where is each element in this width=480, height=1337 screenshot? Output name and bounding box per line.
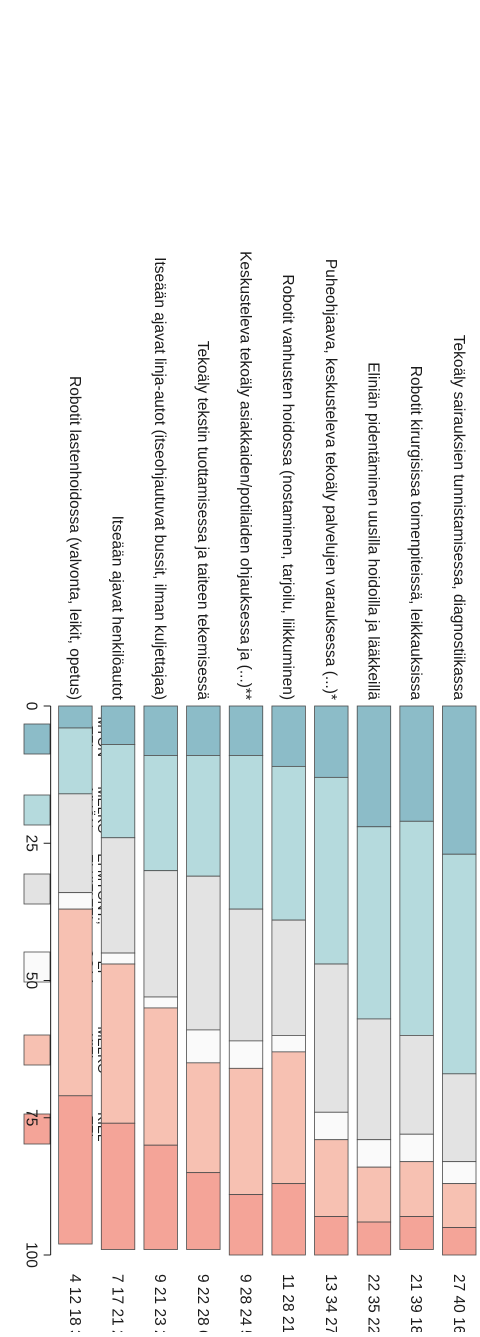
x-tick-label: 75 bbox=[23, 1109, 40, 1126]
bar-segment-10-3 bbox=[58, 793, 93, 894]
bar-segment-8-4 bbox=[143, 996, 178, 1009]
bar-segment-2-4 bbox=[399, 1133, 434, 1163]
bar-segment-5-6 bbox=[271, 1183, 306, 1256]
bar-segment-10-4 bbox=[58, 892, 93, 910]
bar-segment-6-5 bbox=[228, 1067, 264, 1196]
bar-segment-2-1 bbox=[399, 705, 434, 822]
bar-segment-1-5 bbox=[442, 1183, 477, 1228]
bar-segment-8-6 bbox=[143, 1144, 178, 1250]
bar-segment-8-2 bbox=[143, 755, 178, 872]
bar-segment-8-5 bbox=[143, 1007, 178, 1146]
category-label: Itseään ajavat linja-autot (itseohjautuv… bbox=[151, 257, 168, 700]
bar-segment-5-4 bbox=[271, 1035, 306, 1053]
bar-segment-1-2 bbox=[442, 853, 477, 1075]
category-label: Puheohjaava, keskusteleva tekoäly palvel… bbox=[322, 259, 339, 700]
x-axis: 0 25 50 75 100 bbox=[23, 702, 52, 1268]
bar-segment-5-1 bbox=[271, 705, 306, 767]
bar-segment-5-5 bbox=[271, 1051, 306, 1185]
bar-segment-5-2 bbox=[271, 765, 306, 921]
bar-segment-8-3 bbox=[143, 870, 178, 998]
bar-segment-7-6 bbox=[186, 1172, 221, 1250]
bar-segment-1-4 bbox=[442, 1161, 477, 1185]
row-value-labels: 9 22 28 6 20 14 bbox=[194, 1274, 211, 1332]
x-tick-label: 0 bbox=[23, 702, 40, 711]
bar-segment-4-1 bbox=[314, 705, 349, 778]
category-label: Itseään ajavat henkilöautot bbox=[109, 516, 126, 701]
bar-segment-3-3 bbox=[356, 1018, 392, 1141]
rotated-chart-group: MYÖN-TEI-SESTIMELKOMYÖN-TEISESTIEI MYÖNT… bbox=[23, 251, 477, 1337]
value-labels: 27 40 16 4 8 5 21 39 18 5 10 6 22 35 22 5 … bbox=[66, 1274, 467, 1337]
row-value-labels: 13 34 27 5 14 7 bbox=[322, 1274, 339, 1332]
bar-segment-4-5 bbox=[314, 1139, 349, 1217]
bar-segment-7-5 bbox=[186, 1062, 221, 1174]
legend-swatch bbox=[23, 951, 51, 983]
bar-segment-1-3 bbox=[442, 1073, 477, 1163]
bar-segment-1-6 bbox=[442, 1227, 477, 1256]
row-value-labels: 4 12 18 3 34 27 bbox=[66, 1274, 83, 1332]
bar-segment-3-1 bbox=[356, 705, 392, 828]
bar-segment-9-5 bbox=[100, 963, 136, 1124]
x-tick-label: 100 bbox=[23, 1242, 40, 1268]
row-value-labels: 27 40 16 4 8 5 bbox=[450, 1274, 467, 1332]
bar-segment-6-4 bbox=[228, 1040, 264, 1069]
bar-segment-4-4 bbox=[314, 1111, 349, 1141]
bar-segment-6-6 bbox=[228, 1194, 264, 1256]
bar-segment-9-2 bbox=[100, 744, 136, 839]
legend-swatch bbox=[23, 1034, 51, 1066]
bar-segment-2-2 bbox=[399, 820, 434, 1036]
bar-segment-2-5 bbox=[399, 1161, 434, 1217]
bar-segment-9-3 bbox=[100, 837, 136, 954]
legend-swatch bbox=[23, 873, 51, 905]
bar-segment-10-5 bbox=[58, 908, 93, 1097]
category-labels: Tekoäly sairauksien tunnistamisessa, dia… bbox=[66, 251, 467, 701]
bar-segment-4-6 bbox=[314, 1216, 349, 1256]
row-value-labels: 9 28 24 5 23 11 bbox=[237, 1274, 254, 1332]
row-value-labels: 22 35 22 5 10 6 bbox=[364, 1274, 381, 1332]
bar-segment-6-1 bbox=[228, 705, 264, 756]
bar-segment-7-2 bbox=[186, 755, 221, 877]
bar-segment-3-2 bbox=[356, 826, 392, 1020]
bar-segment-3-5 bbox=[356, 1166, 392, 1223]
bar-segment-5-3 bbox=[271, 919, 306, 1036]
category-label: Robotit kirurgisissa toimenpiteissä, lei… bbox=[407, 366, 424, 701]
bar-segment-6-2 bbox=[228, 755, 264, 910]
category-label: Eliniän pidentäminen uusilla hoidoilla j… bbox=[364, 362, 381, 700]
category-label: Tekoäly sairauksien tunnistamisessa, dia… bbox=[450, 335, 467, 701]
bar-segment-7-4 bbox=[186, 1029, 221, 1064]
category-label: Robotit vanhusten hoidossa (nostaminen, … bbox=[279, 274, 296, 700]
bars bbox=[58, 705, 477, 1256]
bar-segment-9-6 bbox=[100, 1122, 136, 1250]
bar-segment-2-6 bbox=[399, 1216, 434, 1250]
category-label: Robotit lastenhoidossa (valvonta, leikit… bbox=[66, 376, 83, 700]
bar-segment-9-1 bbox=[100, 705, 136, 745]
bar-segment-10-6 bbox=[58, 1095, 93, 1245]
bar-segment-6-3 bbox=[228, 908, 264, 1042]
bar-segment-9-4 bbox=[100, 952, 136, 965]
x-tick-label: 25 bbox=[23, 835, 40, 852]
row-value-labels: 21 39 18 5 10 6 bbox=[407, 1274, 424, 1332]
bar-segment-10-1 bbox=[58, 705, 93, 729]
bar-segment-1-1 bbox=[442, 705, 477, 855]
legend-swatch bbox=[23, 794, 51, 826]
bar-segment-4-2 bbox=[314, 776, 349, 965]
row-value-labels: 11 28 21 3 24 13 bbox=[279, 1274, 296, 1332]
bar-segment-7-1 bbox=[186, 705, 221, 756]
legend-swatch bbox=[23, 1113, 51, 1145]
row-value-labels: 9 21 23 2 25 19 bbox=[151, 1274, 168, 1332]
bar-segment-4-3 bbox=[314, 963, 349, 1113]
category-label: Keskusteleva tekoäly asiakkaiden/potilai… bbox=[237, 251, 254, 700]
category-label: Tekoäly tekstin tuottamisessa ja taiteen… bbox=[194, 341, 211, 701]
bar-segment-8-1 bbox=[143, 705, 178, 756]
bar-segment-7-3 bbox=[186, 875, 221, 1031]
bar-segment-10-2 bbox=[58, 727, 93, 795]
bar-segment-3-6 bbox=[356, 1221, 392, 1256]
row-value-labels: 7 17 21 2 29 23 bbox=[109, 1274, 126, 1332]
bar-segment-3-4 bbox=[356, 1139, 392, 1168]
bar-segment-2-3 bbox=[399, 1035, 434, 1135]
legend-swatch bbox=[23, 723, 51, 755]
x-tick-label: 50 bbox=[23, 972, 40, 990]
